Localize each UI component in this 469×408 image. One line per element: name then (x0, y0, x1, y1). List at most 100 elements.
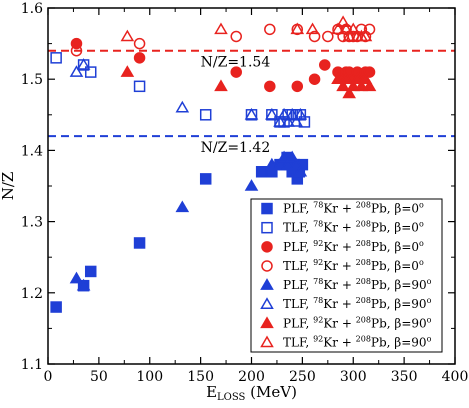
data-point (358, 72, 373, 84)
data-point (120, 65, 135, 77)
data-point (331, 22, 345, 35)
data-point (265, 107, 279, 120)
y-tick-label: 1.2 (21, 286, 43, 302)
data-point (319, 59, 331, 71)
legend-entry-7: TLF, 92Kr + 208Pb, β=90o (283, 334, 432, 349)
data-point (70, 44, 83, 57)
series-6 (120, 65, 377, 99)
series-4 (69, 150, 308, 291)
y-tick-label: 1.1 (21, 357, 43, 373)
data-point (308, 73, 321, 85)
data-point (230, 30, 242, 43)
data-point (199, 173, 212, 185)
data-point (264, 80, 276, 93)
x-tick-label: 300 (340, 369, 367, 385)
y-tick-label: 1.5 (21, 72, 43, 88)
data-point (339, 72, 353, 84)
legend-box (250, 198, 443, 353)
data-point (342, 29, 356, 42)
legend-marker-1 (261, 221, 273, 234)
data-point (175, 200, 190, 213)
data-point (50, 301, 62, 313)
data-point (278, 116, 290, 128)
data-point (133, 52, 146, 64)
data-point (281, 115, 295, 127)
legend-entry-4: PLF, 78Kr + 208Pb, β=90o (283, 277, 432, 292)
legend-entry-1: TLF, 78Kr + 208Pb, β=0o (283, 220, 424, 235)
data-point (293, 164, 308, 177)
legend-entry-6: PLF, 92Kr + 208Pb, β=90o (283, 315, 432, 330)
data-point (336, 15, 350, 28)
x-tick-label: 50 (90, 369, 108, 385)
data-point (291, 80, 304, 93)
y-axis-label: N/Z (0, 172, 17, 201)
data-point (244, 107, 259, 120)
data-point (244, 179, 259, 191)
data-point (339, 22, 353, 35)
legend-entry-3: TLF, 92Kr + 208Pb, β=0o (283, 258, 424, 273)
data-point (346, 79, 361, 92)
legend: PLF, 78Kr + 208Pb, β=0o TLF, 78Kr + 208Pb… (250, 198, 443, 353)
data-point (69, 65, 84, 77)
data-point (230, 66, 242, 78)
y-tick-label: 1.3 (21, 215, 43, 231)
legend-entry-0: PLF, 78Kr + 208Pb, β=0o (283, 201, 424, 216)
x-tick-label: 100 (136, 369, 163, 385)
data-point (76, 278, 91, 291)
data-point (293, 107, 308, 120)
data-point (289, 115, 304, 127)
data-point (331, 72, 345, 84)
data-point (342, 86, 356, 99)
data-point (277, 150, 291, 163)
series-7 (120, 15, 373, 42)
data-point (281, 157, 295, 170)
data-point (322, 30, 334, 43)
data-point (120, 29, 135, 42)
data-point (84, 265, 97, 278)
data-point (289, 157, 304, 170)
y-tick-label: 1.6 (21, 1, 43, 17)
data-point (265, 157, 279, 170)
data-point (199, 109, 212, 121)
data-point (346, 22, 361, 35)
data-point (290, 22, 305, 35)
data-point (308, 30, 321, 43)
data-point (362, 79, 377, 92)
data-point (285, 150, 300, 163)
data-point (133, 237, 146, 249)
data-point (350, 72, 365, 84)
y-tick-label: 1.4 (21, 143, 43, 159)
legend-marker-3 (261, 260, 273, 272)
legend-marker-6 (260, 316, 274, 329)
plot-area: N/Z=1.54 N/Z=1.42 (48, 15, 455, 313)
data-point (76, 58, 91, 70)
data-point (336, 79, 350, 92)
data-point (133, 37, 146, 50)
data-point (273, 115, 287, 127)
x-tick-label: 350 (391, 369, 418, 385)
data-point (264, 23, 276, 36)
x-tick-label: 0 (44, 369, 53, 385)
legend-marker-5 (260, 297, 274, 309)
data-point (175, 100, 190, 113)
data-point (277, 107, 291, 120)
data-point (363, 23, 376, 36)
data-point (133, 80, 146, 93)
data-point (363, 66, 376, 78)
reference-line-label-0: N/Z=1.54 (201, 55, 271, 71)
x-tick-label: 200 (238, 369, 265, 385)
data-point (69, 271, 84, 284)
data-point (305, 22, 320, 35)
legend-marker-0 (261, 202, 273, 215)
legend-marker-4 (260, 278, 274, 290)
data-point (214, 79, 228, 92)
data-point (255, 166, 268, 178)
data-point (214, 22, 228, 35)
legend-entry-2: PLF, 92Kr + 208Pb, β=0o (283, 239, 424, 254)
legend-entry-5: TLF, 78Kr + 208Pb, β=90o (283, 296, 432, 311)
data-point (84, 66, 97, 78)
reference-line-label-1: N/Z=1.42 (201, 140, 271, 156)
legend-marker-2 (261, 241, 273, 253)
x-tick-label: 400 (442, 369, 469, 385)
